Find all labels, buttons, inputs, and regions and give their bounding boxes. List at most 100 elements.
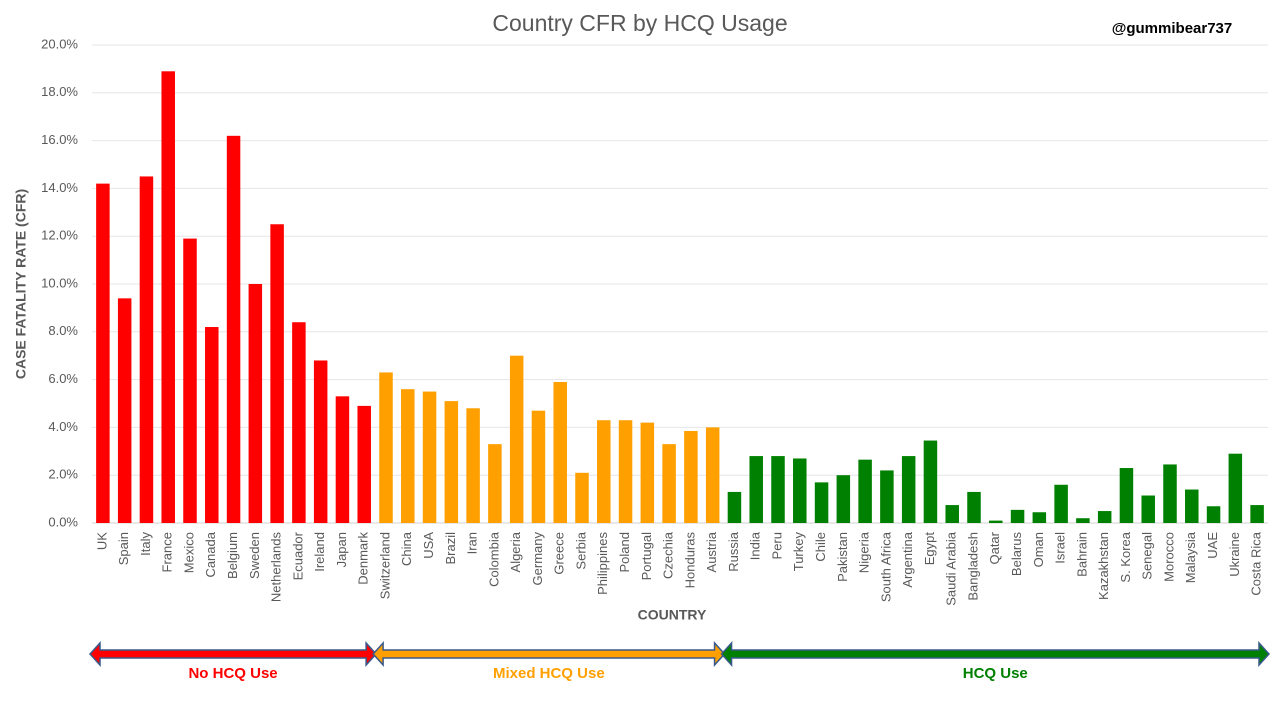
x-tick-label: Portugal — [639, 532, 654, 581]
x-tick-label: Belarus — [1009, 532, 1024, 577]
y-tick-label: 4.0% — [48, 419, 78, 434]
bar — [793, 458, 807, 523]
x-tick-label: Oman — [1031, 532, 1046, 567]
x-tick-label: Czechia — [661, 531, 676, 579]
y-axis-label: CASE FATALITY RATE (CFR) — [13, 189, 29, 379]
bar — [422, 391, 437, 523]
x-tick-label: Greece — [552, 532, 567, 575]
group-label: Mixed HCQ Use — [493, 665, 605, 682]
bar — [335, 396, 350, 523]
y-tick-label: 8.0% — [48, 323, 78, 338]
y-tick-label: 20.0% — [41, 36, 78, 51]
x-tick-label: Saudi Arabia — [944, 531, 959, 605]
bar — [183, 238, 197, 523]
watermark: @gummibear737 — [1112, 20, 1233, 37]
x-tick-label: Sweden — [247, 532, 262, 579]
bar — [1097, 511, 1112, 523]
y-tick-label: 18.0% — [41, 84, 78, 99]
x-tick-label: Ireland — [312, 532, 327, 572]
bar — [531, 410, 546, 523]
y-tick-label: 12.0% — [41, 228, 78, 243]
bar — [705, 427, 720, 523]
x-tick-label: Philippines — [595, 532, 610, 595]
bar — [662, 444, 676, 523]
x-tick-label: Brazil — [443, 532, 458, 565]
bar — [640, 422, 655, 523]
group-arrow — [372, 641, 726, 667]
x-tick-label: Japan — [334, 532, 349, 567]
bar — [1206, 506, 1221, 523]
x-tick-label: Spain — [116, 532, 131, 565]
y-tick-label: 10.0% — [41, 275, 78, 290]
x-tick-label: Russia — [726, 531, 741, 572]
bar — [444, 401, 459, 523]
x-tick-label: Denmark — [356, 532, 371, 585]
x-tick-label: Israel — [1053, 532, 1068, 564]
x-tick-label: Serbia — [573, 531, 588, 569]
y-tick-label: 6.0% — [48, 371, 78, 386]
x-tick-label: Algeria — [508, 531, 523, 572]
bar — [96, 183, 110, 523]
bar — [226, 135, 241, 523]
x-tick-label: Malaysia — [1183, 531, 1198, 583]
bar — [401, 389, 415, 523]
bar — [488, 444, 502, 523]
bar — [727, 491, 742, 523]
x-tick-label: Bangladesh — [965, 532, 980, 601]
group-arrow — [720, 641, 1271, 667]
x-tick-label: France — [160, 532, 175, 572]
bar — [858, 459, 872, 523]
bar — [139, 176, 154, 523]
chart-title: Country CFR by HCQ Usage — [492, 10, 787, 36]
x-tick-label: Colombia — [486, 531, 501, 587]
x-tick-label: Nigeria — [857, 531, 872, 573]
x-tick-label: Kazakhstan — [1096, 532, 1111, 600]
bar — [161, 71, 175, 523]
bar — [248, 284, 263, 523]
x-tick-label: Netherlands — [269, 532, 284, 603]
bar — [270, 224, 284, 523]
bar — [1250, 505, 1264, 523]
y-tick-label: 14.0% — [41, 180, 78, 195]
bar — [1163, 464, 1177, 523]
bar — [1032, 512, 1047, 523]
x-tick-label: Honduras — [682, 532, 697, 589]
x-tick-label: Bahrain — [1074, 532, 1089, 577]
x-tick-label: Ukraine — [1227, 532, 1242, 577]
x-tick-label: Argentina — [900, 531, 915, 587]
bar — [553, 381, 567, 523]
x-tick-label: Switzerland — [377, 532, 392, 599]
bar — [509, 355, 524, 523]
bar — [618, 420, 633, 523]
bar — [379, 372, 393, 523]
x-tick-label: Turkey — [791, 532, 806, 572]
bar — [771, 456, 785, 523]
bar — [313, 360, 328, 523]
group-label: No HCQ Use — [188, 665, 277, 682]
x-tick-label: India — [748, 531, 763, 560]
bar — [1119, 468, 1134, 523]
bar — [836, 475, 851, 523]
x-tick-label: S. Korea — [1118, 531, 1133, 582]
x-tick-label: UAE — [1205, 532, 1220, 559]
y-tick-label: 0.0% — [48, 514, 78, 529]
x-tick-label: USA — [421, 532, 436, 559]
bar — [117, 298, 132, 523]
bar — [880, 470, 894, 523]
bar — [901, 456, 916, 523]
bar — [1010, 509, 1025, 523]
x-tick-label: Belgium — [225, 532, 240, 579]
bar — [1076, 518, 1090, 523]
bar — [1228, 453, 1243, 523]
y-tick-label: 2.0% — [48, 467, 78, 482]
x-axis-label: COUNTRY — [638, 607, 707, 623]
x-tick-label: Chile — [813, 532, 828, 562]
bar — [575, 472, 589, 523]
bar — [814, 482, 829, 523]
bar — [945, 505, 959, 523]
x-tick-label: Canada — [203, 531, 218, 577]
x-tick-label: UK — [94, 532, 109, 550]
bar — [749, 456, 763, 523]
bar — [597, 420, 611, 523]
